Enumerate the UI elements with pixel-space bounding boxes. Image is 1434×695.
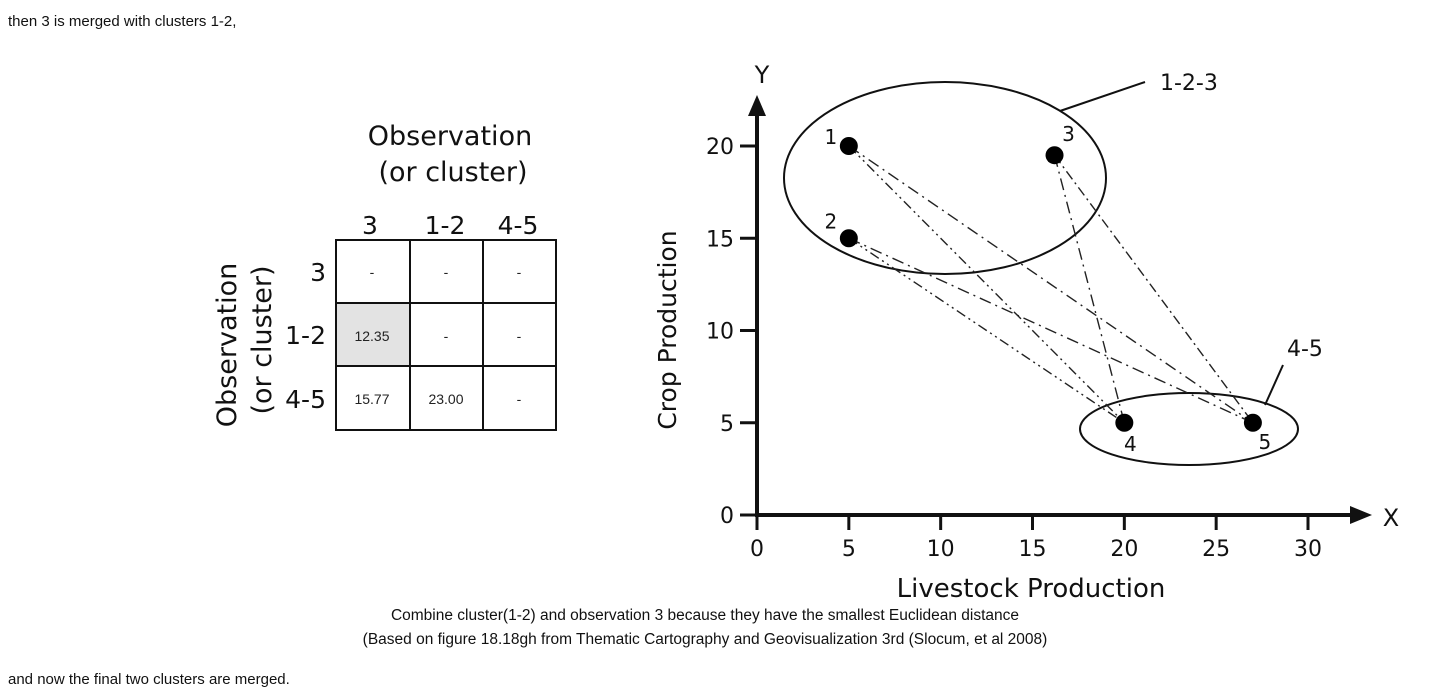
y-tick-label: 15: [706, 227, 734, 252]
matrix-cell: 23.00: [428, 391, 463, 407]
x-tick-label: 5: [842, 537, 856, 562]
matrix-row-title-line2: (or cluster): [247, 265, 278, 414]
x-tick-label: 15: [1019, 537, 1047, 562]
matrix-row-header: 1-2: [285, 321, 326, 350]
link-line: [1053, 154, 1254, 424]
x-tick-label: 10: [927, 537, 955, 562]
link-line: [1053, 155, 1126, 423]
x-tick-label: 25: [1202, 537, 1230, 562]
matrix-row-header: 4-5: [285, 385, 326, 414]
matrix-cell: -: [517, 328, 522, 344]
data-point: [1243, 413, 1262, 432]
data-point: [839, 229, 858, 248]
cluster-leader-line: [1264, 364, 1284, 406]
matrix-col-title-line1: Observation: [368, 121, 532, 152]
figure-caption-line2: (Based on figure 18.18gh from Thematic C…: [362, 631, 1048, 648]
link-line: [848, 145, 1254, 424]
matrix-cell: -: [517, 391, 522, 407]
distance-matrix: Observation (or cluster) 3 1-2 4-5 Obser…: [212, 121, 557, 431]
matrix-col-title-line2: (or cluster): [378, 157, 527, 188]
matrix-cell: 12.35: [354, 328, 389, 344]
point-label: 1: [824, 125, 837, 149]
matrix-col-header: 4-5: [498, 211, 539, 240]
data-point: [839, 137, 858, 155]
link-line: [848, 145, 1125, 424]
figure-caption-line1: Combine cluster(1-2) and observation 3 b…: [390, 607, 1020, 624]
matrix-row-title-line1: Observation: [212, 263, 243, 427]
y-tick-label: 0: [720, 504, 734, 529]
cluster-ellipse: [783, 81, 1107, 275]
point-label: 5: [1259, 430, 1272, 454]
y-tick-label: 20: [706, 135, 734, 160]
x-tick-label: 20: [1110, 537, 1138, 562]
intro-paragraph: then 3 is merged with clusters 1-2,: [8, 13, 237, 30]
matrix-cell: -: [444, 264, 449, 280]
matrix-grid: [335, 239, 557, 431]
data-point: [1045, 146, 1064, 165]
link-line: [848, 237, 1254, 424]
matrix-cell: -: [444, 328, 449, 344]
matrix-cell: -: [370, 264, 375, 280]
data-points: 1 2 3 4 5: [824, 122, 1271, 456]
y-axis-letter: Y: [754, 61, 770, 89]
cluster-ellipses: 1-2-3 4-5: [783, 71, 1323, 466]
matrix-cell: 15.77: [354, 391, 389, 407]
matrix-col-header: 3: [362, 211, 378, 240]
matrix-highlight-cell: [337, 303, 410, 366]
data-point: [1115, 413, 1134, 432]
y-tick-label: 10: [706, 320, 734, 345]
distance-links: [848, 145, 1254, 424]
x-tick-label: 0: [750, 537, 764, 562]
y-axis-label: Crop Production: [653, 230, 682, 429]
y-tick-label: 5: [720, 412, 734, 437]
scatter-plot: Y X Livestock Production Crop Production…: [653, 61, 1399, 604]
cluster-ellipse: [1079, 392, 1299, 466]
cluster-label: 4-5: [1287, 337, 1323, 362]
matrix-cell: -: [517, 264, 522, 280]
point-label: 3: [1062, 122, 1075, 146]
point-label: 2: [824, 209, 837, 233]
x-axis-arrow: [1350, 506, 1372, 524]
x-tick-label: 30: [1294, 537, 1322, 562]
cluster-label: 1-2-3: [1160, 71, 1218, 96]
x-axis-label: Livestock Production: [897, 574, 1166, 604]
point-label: 4: [1124, 432, 1137, 456]
cluster-leader-line: [1059, 81, 1146, 112]
link-line: [848, 237, 1125, 424]
matrix-row-header: 3: [310, 258, 326, 287]
matrix-col-header: 1-2: [425, 211, 466, 240]
outro-paragraph: and now the final two clusters are merge…: [8, 671, 290, 688]
y-axis-arrow: [748, 95, 766, 116]
x-axis-letter: X: [1383, 504, 1399, 532]
